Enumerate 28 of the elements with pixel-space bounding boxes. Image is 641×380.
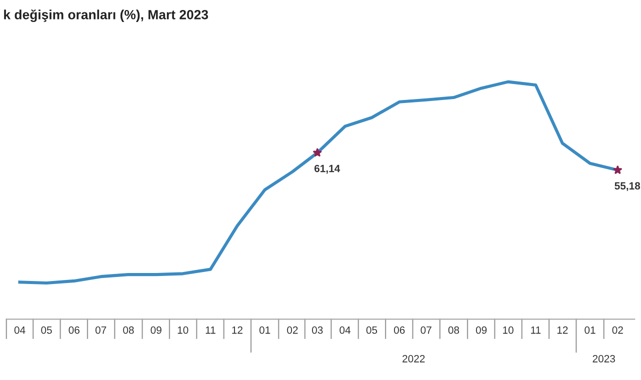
text: 2022 — [402, 355, 425, 362]
x-tick-label: 05 — [366, 326, 378, 334]
x-tick-label: 03 — [312, 326, 323, 334]
x-tick-label: 09 — [476, 326, 487, 334]
x-tick-label: 06 — [394, 326, 405, 334]
x-tick-label: 08 — [123, 326, 134, 334]
data-label: 61,14 — [314, 164, 340, 174]
x-tick-label: 07 — [95, 326, 106, 334]
data-label: 55,18 — [614, 182, 640, 192]
chart-title: k değişim oranları (%), Mart 2023 — [4, 10, 208, 22]
x-tick-label: 10 — [178, 326, 188, 334]
x-tick-label: 04 — [14, 326, 26, 334]
x-tick-label: 10 — [503, 326, 514, 334]
x-tick-label: 05 — [41, 326, 52, 334]
x-tick-label: 01 — [584, 326, 596, 334]
x-tick-label: 08 — [448, 326, 460, 334]
x-tick-label: 12 — [557, 326, 568, 334]
x-tick-label: 11 — [531, 326, 541, 334]
x-tick-label: 07 — [420, 326, 432, 334]
x-tick-label: 02 — [287, 326, 298, 334]
x-tick-label: 11 — [206, 326, 216, 334]
x-tick-label: 12 — [232, 326, 242, 334]
x-tick-label: 09 — [150, 326, 162, 334]
text: 2023 — [592, 355, 615, 362]
x-tick-label: 02 — [612, 326, 623, 334]
x-tick-label: 06 — [68, 326, 80, 334]
x-tick-label: 04 — [340, 326, 350, 334]
x-tick-label: 01 — [259, 326, 270, 334]
